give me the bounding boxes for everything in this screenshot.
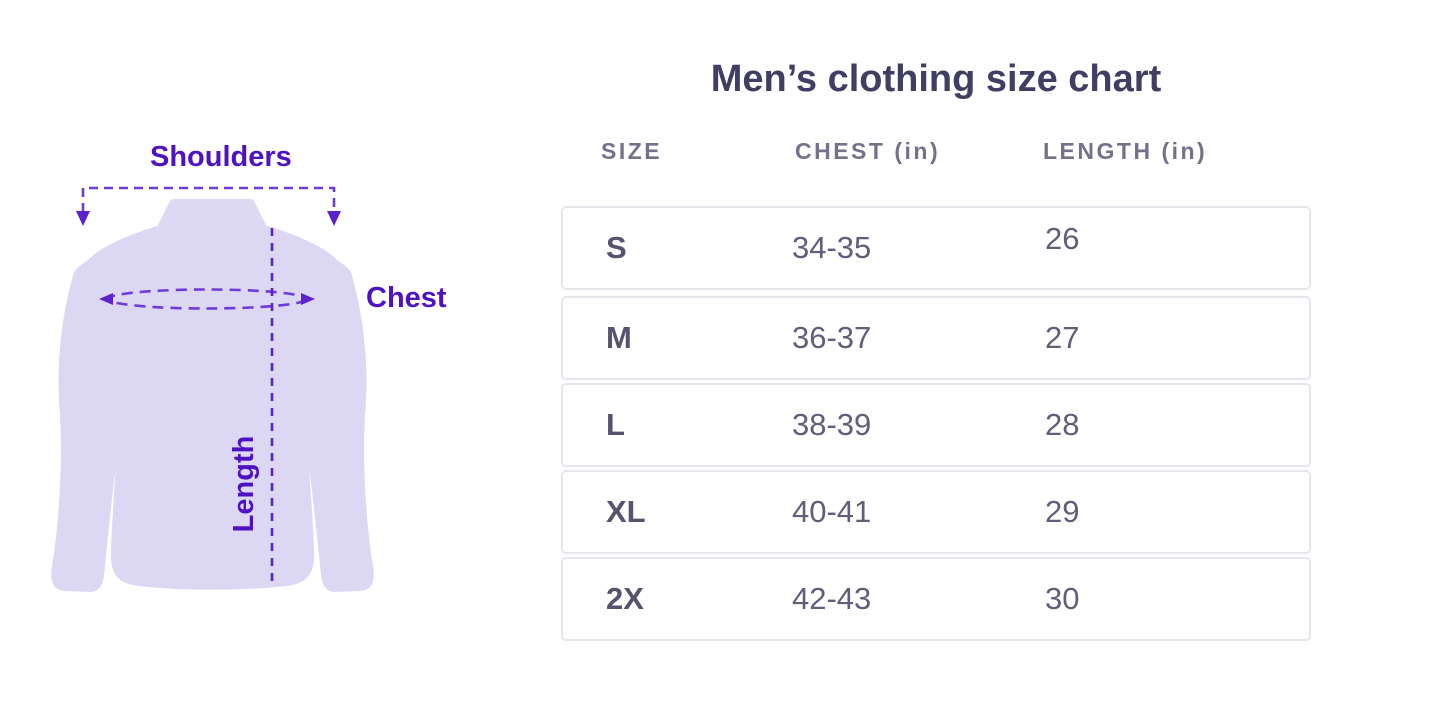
shoulders-measure-line [81,186,336,212]
chest-arrow-right-icon [301,293,315,305]
length-cell: 29 [1045,494,1080,529]
table-row: XL 40-41 29 [561,470,1311,554]
table-row: L 38-39 28 [561,383,1311,467]
size-chart: Men’s clothing size chart SIZE CHEST (in… [561,0,1311,725]
length-label: Length [228,435,260,533]
shirt-measurement-diagram: Shoulders Chest Length [0,0,470,725]
table-row: 2X 42-43 30 [561,557,1311,641]
size-cell: 2X [606,581,644,616]
shirt-sleeve-left [51,244,150,592]
column-header-size: SIZE [601,138,663,164]
size-cell: M [606,320,632,355]
length-cell: 26 [1045,221,1080,256]
shirt-sleeve-right [275,244,374,592]
table-header: SIZE CHEST (in) LENGTH (in) [561,138,1311,165]
length-cell: 30 [1045,581,1080,616]
page-title: Men’s clothing size chart [710,58,1162,100]
chest-cell: 36-37 [792,320,872,355]
chest-label: Chest [366,282,447,314]
shoulders-arrow-left-icon [76,211,90,226]
length-cell: 28 [1045,407,1080,442]
size-cell: S [606,230,627,265]
size-cell: XL [606,494,646,529]
column-header-chest: CHEST (in) [795,138,941,164]
length-cell: 27 [1045,320,1080,355]
table-row: S 34-35 26 [561,206,1311,290]
chest-arrow-left-icon [99,293,113,305]
size-cell: L [606,407,625,442]
chest-cell: 40-41 [792,494,872,529]
chest-cell: 38-39 [792,407,872,442]
shoulders-label: Shoulders [150,141,292,173]
table-row: M 36-37 27 [561,296,1311,380]
shoulders-arrow-right-icon [327,211,341,226]
shirt-illustration [51,186,374,592]
shirt-collar [157,199,267,237]
column-header-length: LENGTH (in) [1043,138,1208,164]
shirt-body [86,226,339,590]
chest-cell: 42-43 [792,581,872,616]
table-body: S 34-35 26 M 36-37 27 L 38-39 28 XL 40-4… [561,206,1311,644]
chest-cell: 34-35 [792,230,872,265]
